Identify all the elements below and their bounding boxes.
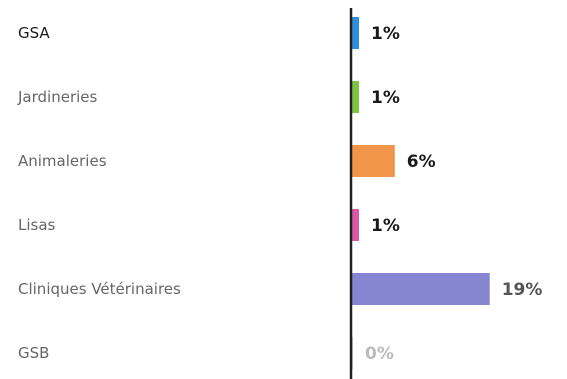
value-label-2: 6% (407, 152, 436, 172)
category-label-4: Cliniques Vétérinaires (18, 280, 181, 298)
value-labels: 1% 1% 6% 1% 19% 0% (365, 24, 542, 364)
bars-layer (351, 17, 490, 369)
category-labels: GSA Jardineries Animaleries Lisas Cliniques … (17, 24, 181, 362)
value-label-5: 0% (365, 344, 394, 364)
bar-4 (351, 273, 490, 305)
category-label-5: GSB (18, 344, 49, 362)
bar-3 (351, 209, 359, 241)
value-label-1: 1% (371, 88, 400, 108)
category-label-2: Animaleries (18, 152, 107, 170)
value-label-4: 19% (502, 280, 543, 300)
category-label-1: Jardineries (17, 88, 98, 106)
bar-0 (351, 17, 359, 49)
value-label-0: 1% (371, 24, 400, 44)
value-label-3: 1% (371, 216, 400, 236)
category-label-3: Lisas (18, 216, 56, 234)
bar-1 (351, 81, 359, 113)
bar-2 (351, 145, 395, 177)
category-label-0: GSA (18, 24, 50, 42)
